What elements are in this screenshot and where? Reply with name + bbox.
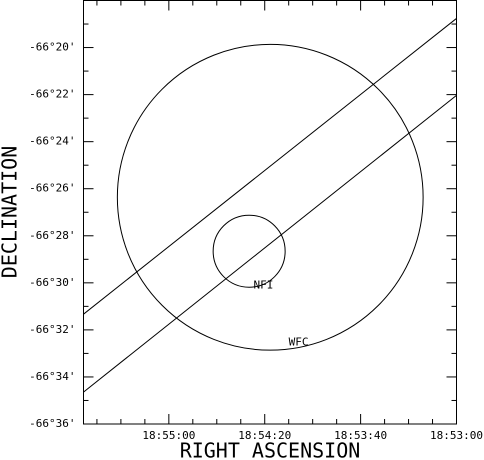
plot-frame (83, 0, 457, 425)
scan-line (83, 94, 457, 393)
scan-line (83, 18, 457, 315)
y-tick-label: -66°34' (29, 370, 75, 383)
y-axis-title: DECLINATION (0, 146, 22, 278)
field-label: WFC (289, 336, 309, 349)
y-tick-label: -66°26' (29, 182, 75, 195)
x-tick-label: 18:54:20 (238, 429, 291, 442)
x-axis-title: RIGHT ASCENSION (180, 439, 361, 460)
y-tick-label: -66°22' (29, 88, 75, 101)
field-of-view (212, 214, 286, 288)
field-of-view (116, 43, 424, 351)
y-tick-label: -66°36' (29, 417, 75, 430)
y-tick-label: -66°30' (29, 276, 75, 289)
y-tick-label: -66°32' (29, 323, 75, 336)
y-tick-label: -66°28' (29, 229, 75, 242)
x-tick-label: 18:53:00 (430, 429, 483, 442)
field-label: NFI (253, 278, 273, 291)
x-tick-label: 18:55:00 (142, 429, 195, 442)
y-tick-label: -66°24' (29, 135, 75, 148)
x-tick-label: 18:53:40 (334, 429, 387, 442)
y-tick-label: -66°20' (29, 41, 75, 54)
